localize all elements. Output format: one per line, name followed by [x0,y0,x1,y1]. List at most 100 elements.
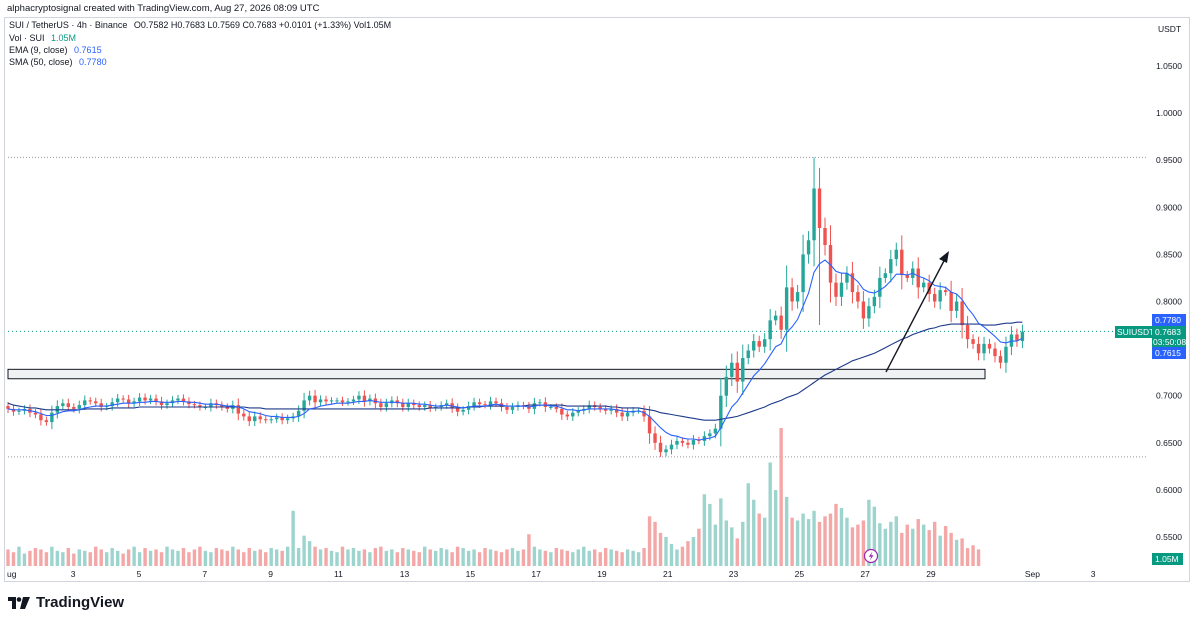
candle-body [39,414,43,421]
volume-bar [395,552,400,566]
candle [307,390,312,406]
volume-bar [494,550,498,566]
candle [61,399,65,411]
volume-bar [11,552,16,566]
candle [686,439,690,449]
volume-bar [258,549,262,566]
volume-bar [220,549,224,566]
candle [746,344,750,365]
candle-body [675,440,679,445]
volume-bar [719,498,723,566]
volume-bar [439,548,443,566]
volume-bar [784,497,789,566]
volume-bar [795,520,800,566]
candle-body [987,343,992,349]
volume-bar [22,553,27,566]
volume-bar [247,548,251,566]
candle [872,289,877,314]
volume-bar [170,549,175,566]
candle-body [94,401,98,404]
volume-bar [773,490,778,566]
candle-body [247,416,251,422]
candle [976,336,981,361]
volume-bar [472,549,476,566]
candle [274,413,279,423]
volume-bar [329,550,334,566]
candles [6,157,1025,457]
volume-bar [697,528,701,566]
candle [472,397,476,411]
volume-bar [680,546,685,566]
candle-body [209,403,213,408]
volume-bar [636,552,641,566]
candle [159,396,164,410]
price-tick-label: 0.6500 [1156,438,1182,448]
volume-bar [192,549,197,566]
candle-body [708,433,712,437]
candle [790,278,794,311]
candle-body [324,399,328,402]
time-tick-label: 9 [268,569,273,579]
volume-bar [856,524,860,566]
candle-body [883,273,888,278]
price-tick-label: 0.6000 [1156,485,1182,495]
volume-bar [154,549,158,566]
volume-bar [236,549,240,566]
volume-bar [571,552,575,566]
candle [488,396,493,410]
candle-body [225,407,230,409]
alert-lightning-icon[interactable] [863,548,879,564]
candle [329,397,334,405]
candle [949,280,953,323]
candle-body [845,273,849,283]
volume-bar [351,548,356,566]
candle [987,338,992,354]
volume-bar [214,548,219,566]
candle [33,408,38,419]
candle-body [653,433,657,443]
candle-body [839,282,844,297]
candle [148,394,153,405]
candle [77,400,81,414]
volume-bar [976,549,981,566]
candle-body [461,409,465,412]
volume-bar [313,546,317,566]
candle-body [773,315,778,321]
volume-bar [817,521,822,566]
volume-bar [302,535,306,566]
candle-body [856,292,860,302]
volume-bar [253,550,257,566]
tradingview-footer[interactable]: TradingView [8,594,124,611]
candle [680,437,685,447]
volume-bar [165,546,169,566]
candle [510,402,515,414]
candle-body [143,397,147,401]
candle-body [872,296,877,307]
candle [894,242,898,267]
moving-averages [7,259,1023,441]
candle [401,398,405,412]
price-tick-label: 1.0500 [1156,61,1182,71]
candle [801,234,805,312]
volume-bar [466,550,471,566]
candle [384,398,389,412]
candle [99,398,103,412]
candle-body [132,401,136,404]
candle-body [242,413,246,417]
legend-symbol: SUI / TetherUS · 4h · Binance O0.7582 H0… [9,20,391,30]
volume-bar [631,550,635,566]
volume-bar [516,550,520,566]
volume-bar [642,548,646,566]
candle [878,266,882,309]
volume-bar [412,550,416,566]
legend-ema: EMA (9, close) 0.7615 [9,45,102,55]
candle-body [121,398,125,400]
volume-bar [483,548,487,566]
candle-body [1015,334,1019,342]
volume-bar [845,517,849,566]
candle-body [192,404,197,406]
candle-body [126,399,131,404]
volume-bar [576,549,580,566]
candle [285,414,290,424]
